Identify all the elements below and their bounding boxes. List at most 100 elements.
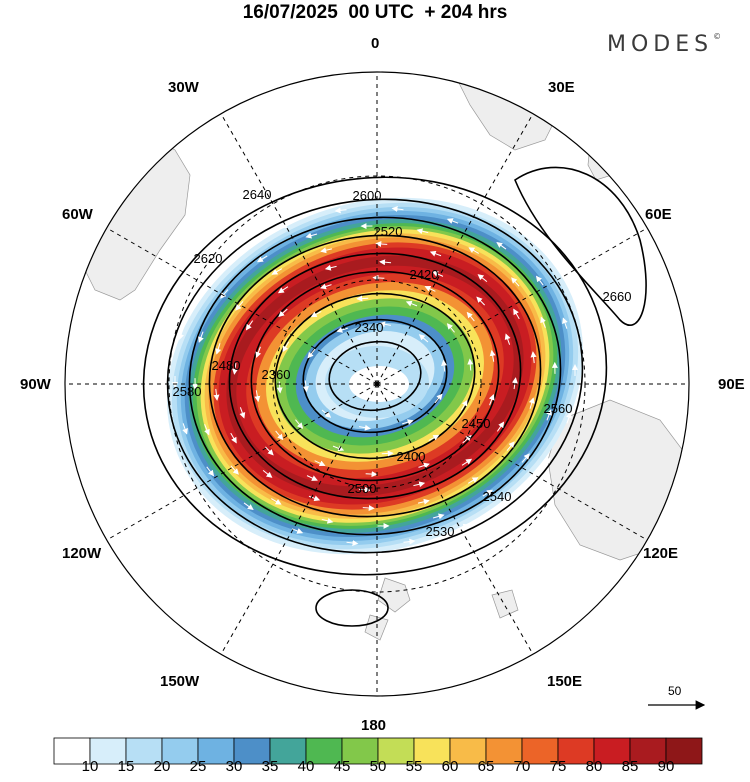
- longitude-label-60E: 60E: [645, 206, 672, 223]
- wind-arrow: [418, 462, 430, 469]
- wind-arrow: [235, 301, 244, 311]
- wind-arrow: [372, 274, 385, 281]
- height-contour: [302, 318, 448, 434]
- wind-arrow: [204, 424, 210, 436]
- wind-arrow: [324, 264, 337, 271]
- wind-arrow: [243, 502, 254, 511]
- height-contour: [142, 176, 608, 576]
- reference-vector: 50: [644, 684, 714, 720]
- colorbar-tick-label: 35: [261, 758, 279, 775]
- colorbar: [53, 737, 703, 765]
- meridians: [65, 72, 689, 696]
- meridian-line: [106, 227, 378, 385]
- wind-arrow: [457, 523, 470, 530]
- wind-arrow: [535, 275, 544, 286]
- low-contour: [315, 589, 389, 627]
- wind-arrow: [215, 343, 222, 355]
- wind-arrow: [432, 513, 445, 520]
- longitude-label-90E: 90E: [718, 376, 745, 393]
- wind-arrow: [254, 390, 261, 403]
- geopotential-contours: [142, 166, 647, 627]
- wind-arrow: [540, 316, 546, 328]
- contour-label-2530: 2530: [426, 524, 455, 539]
- wind-arrow: [178, 328, 184, 340]
- wind-arrow: [332, 445, 345, 452]
- wind-arrow: [245, 320, 254, 331]
- meridian-line: [376, 113, 534, 385]
- wind-arrow: [405, 300, 418, 307]
- colorbar-swatch: [665, 737, 703, 765]
- longitude-label-30E: 30E: [548, 79, 575, 96]
- wind-vectors: [172, 206, 578, 546]
- high-contour: [514, 166, 647, 326]
- longitude-label-150E: 150E: [547, 673, 583, 690]
- colorbar-swatch: [341, 737, 379, 765]
- height-contour: [274, 292, 476, 460]
- contour-label-2620: 2620: [194, 251, 223, 266]
- wind-arrow: [256, 255, 268, 263]
- wind-arrow: [418, 334, 429, 343]
- colorbar-tick-label: 65: [477, 758, 495, 775]
- contour-label-2400: 2400: [397, 449, 426, 464]
- wind-arrow: [306, 475, 318, 481]
- wind-arrow: [489, 349, 496, 362]
- height-contour: [328, 340, 422, 412]
- wind-arrow: [496, 421, 505, 432]
- colorbar-swatch: [197, 737, 235, 765]
- brand-name: MODES: [607, 32, 714, 57]
- contour-label-2560: 2560: [544, 401, 573, 416]
- wind-arrow: [302, 380, 309, 393]
- colorbar-tick-label: 10: [81, 758, 99, 775]
- wind-arrow: [511, 277, 520, 287]
- wind-arrow: [413, 481, 426, 488]
- meridian-line: [376, 383, 534, 655]
- height-contour: [208, 234, 542, 518]
- wind-arrow: [295, 419, 304, 429]
- colorbar-tick-label: 80: [585, 758, 603, 775]
- wind-arrow: [336, 327, 348, 333]
- wind-arrow: [232, 362, 239, 375]
- colorbar-swatch: [629, 737, 667, 765]
- wind-arrow: [199, 284, 208, 295]
- colorbar-swatch: [557, 737, 595, 765]
- colorbar-swatch: [269, 737, 307, 765]
- longitude-label-0: 0: [371, 35, 380, 52]
- wind-arrow: [182, 423, 188, 435]
- map-border: [64, 71, 690, 697]
- wind-arrow: [462, 434, 472, 444]
- wind-arrow: [213, 388, 220, 401]
- meridian-line: [376, 383, 648, 541]
- contour-label-2340: 2340: [355, 320, 384, 335]
- colorbar-tick-label: 15: [117, 758, 135, 775]
- contour-label-2500: 2500: [348, 481, 377, 496]
- wind-arrow: [467, 358, 474, 371]
- wind-arrow: [429, 250, 442, 257]
- colorbar-tick-label: 50: [369, 758, 387, 775]
- contour-label-2420: 2420: [410, 267, 439, 282]
- wind-arrow: [546, 409, 552, 421]
- wind-arrow: [477, 274, 488, 283]
- wind-arrow: [379, 321, 391, 328]
- wind-arrow: [320, 283, 332, 290]
- wind-arrow: [482, 489, 494, 497]
- wind-arrow: [542, 457, 551, 468]
- wind-arrow: [468, 247, 479, 254]
- wind-arrow: [280, 222, 293, 229]
- wind-arrow: [234, 248, 245, 257]
- wind-arrow: [358, 486, 371, 493]
- colorbar-tick-label: 30: [225, 758, 243, 775]
- map-title: 16/07/2025 00 UTC + 204 hrs: [242, 2, 508, 23]
- colorbar-swatch: [53, 737, 91, 765]
- colorbar-tick-label: 25: [189, 758, 207, 775]
- wind-arrow: [346, 540, 359, 546]
- wind-arrow: [461, 458, 473, 466]
- contour-label-2520: 2520: [374, 224, 403, 239]
- wind-arrow: [446, 218, 459, 224]
- contour-label-2540: 2540: [483, 489, 512, 504]
- wind-arrow: [441, 359, 448, 372]
- wind-arrow: [434, 393, 443, 404]
- wind-arrow: [375, 241, 388, 248]
- wind-arrow: [314, 460, 326, 466]
- wind-arrow: [271, 498, 282, 505]
- wind-arrow: [206, 466, 215, 477]
